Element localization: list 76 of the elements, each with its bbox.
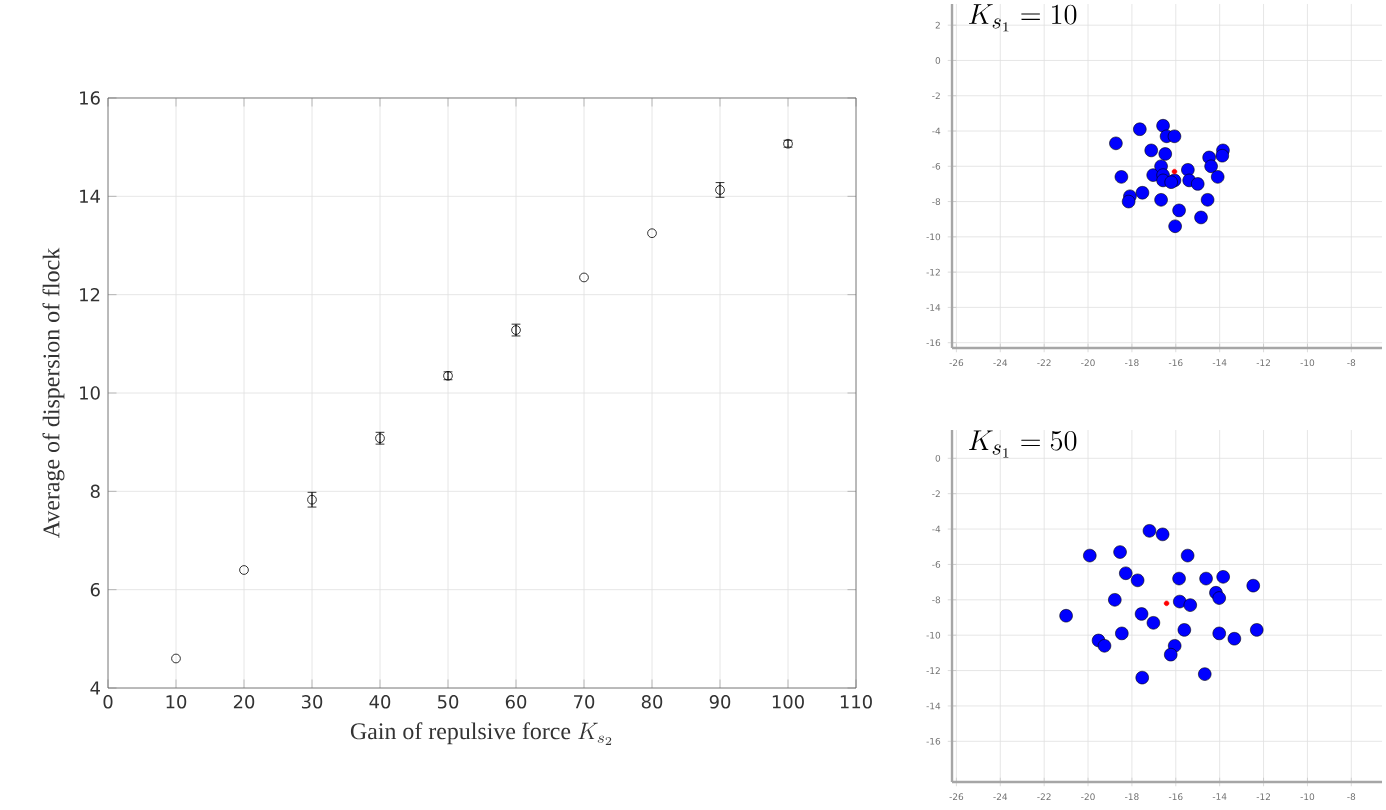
point [1154,193,1168,207]
point [1200,193,1215,207]
point [1144,143,1158,158]
point [1114,170,1129,184]
point [1115,626,1129,641]
point [1212,626,1226,641]
point [1108,593,1122,607]
point [1135,670,1149,685]
point [1191,177,1205,191]
chart-title: $K_{s_1} = 10$ [968,4,1077,32]
point [1246,578,1260,593]
x-tick-label: 40 [369,695,391,709]
point [1211,170,1225,184]
point [1146,616,1161,630]
x-tick-label: 10 [166,695,187,709]
x-tick-label: 90 [709,695,731,709]
point [1121,194,1136,209]
point [1156,119,1170,133]
x-tick-label: 0 [103,695,113,709]
point [1181,163,1195,177]
x-tick-label: 60 [505,695,527,709]
point [1216,570,1230,584]
point [171,653,181,664]
point [1199,571,1213,586]
point [1163,600,1170,607]
point [1180,548,1195,563]
point [647,228,657,238]
x-tick-label: 20 [233,695,255,709]
y-tick-label: 14 [80,189,100,203]
point [1059,609,1073,623]
point [1172,571,1186,586]
point [1164,647,1178,662]
point [579,272,589,283]
point [1177,623,1192,637]
point [1227,632,1242,646]
point [1168,219,1182,233]
point [1167,129,1182,143]
point [1134,607,1149,621]
x-tick-label: 110 [840,695,872,709]
y-axis-title: Average of dispersion of flock [42,247,65,538]
y-tick-label: 6 [90,582,100,597]
point [1212,591,1226,605]
point [1250,623,1264,637]
point [1171,168,1178,175]
x-axis-title: $\textrm{Gain of repulsive force } K_{s_2}$ [350,722,612,745]
point [239,565,249,575]
point [1204,159,1218,173]
point [1130,573,1145,588]
point [1083,548,1097,563]
x-tick-label: 30 [301,695,323,709]
y-tick-label: 4 [90,681,100,695]
point [1113,545,1127,559]
point [1135,186,1150,200]
point [715,185,725,195]
y-tick-label: 8 [90,484,100,499]
point [1183,598,1197,612]
x-tick-label: 50 [437,695,459,709]
point [1198,667,1212,681]
point [1142,524,1157,538]
x-tick-label: 80 [641,695,663,709]
point [1172,203,1186,218]
x-tick-label: 100 [772,695,804,709]
point [1173,594,1187,609]
x-tick-label: 70 [574,695,595,709]
point [1158,147,1172,161]
y-tick-label: 12 [80,288,100,302]
point [1097,639,1112,653]
y-tick-label: 16 [80,91,100,105]
point [1194,210,1208,225]
point [1133,122,1147,136]
point [1155,527,1170,542]
point [1119,566,1133,580]
chart-title: $K_{s_1} = 50$ [968,430,1077,458]
y-tick-label: 10 [80,386,100,400]
point [1215,149,1229,163]
point [1109,136,1123,151]
